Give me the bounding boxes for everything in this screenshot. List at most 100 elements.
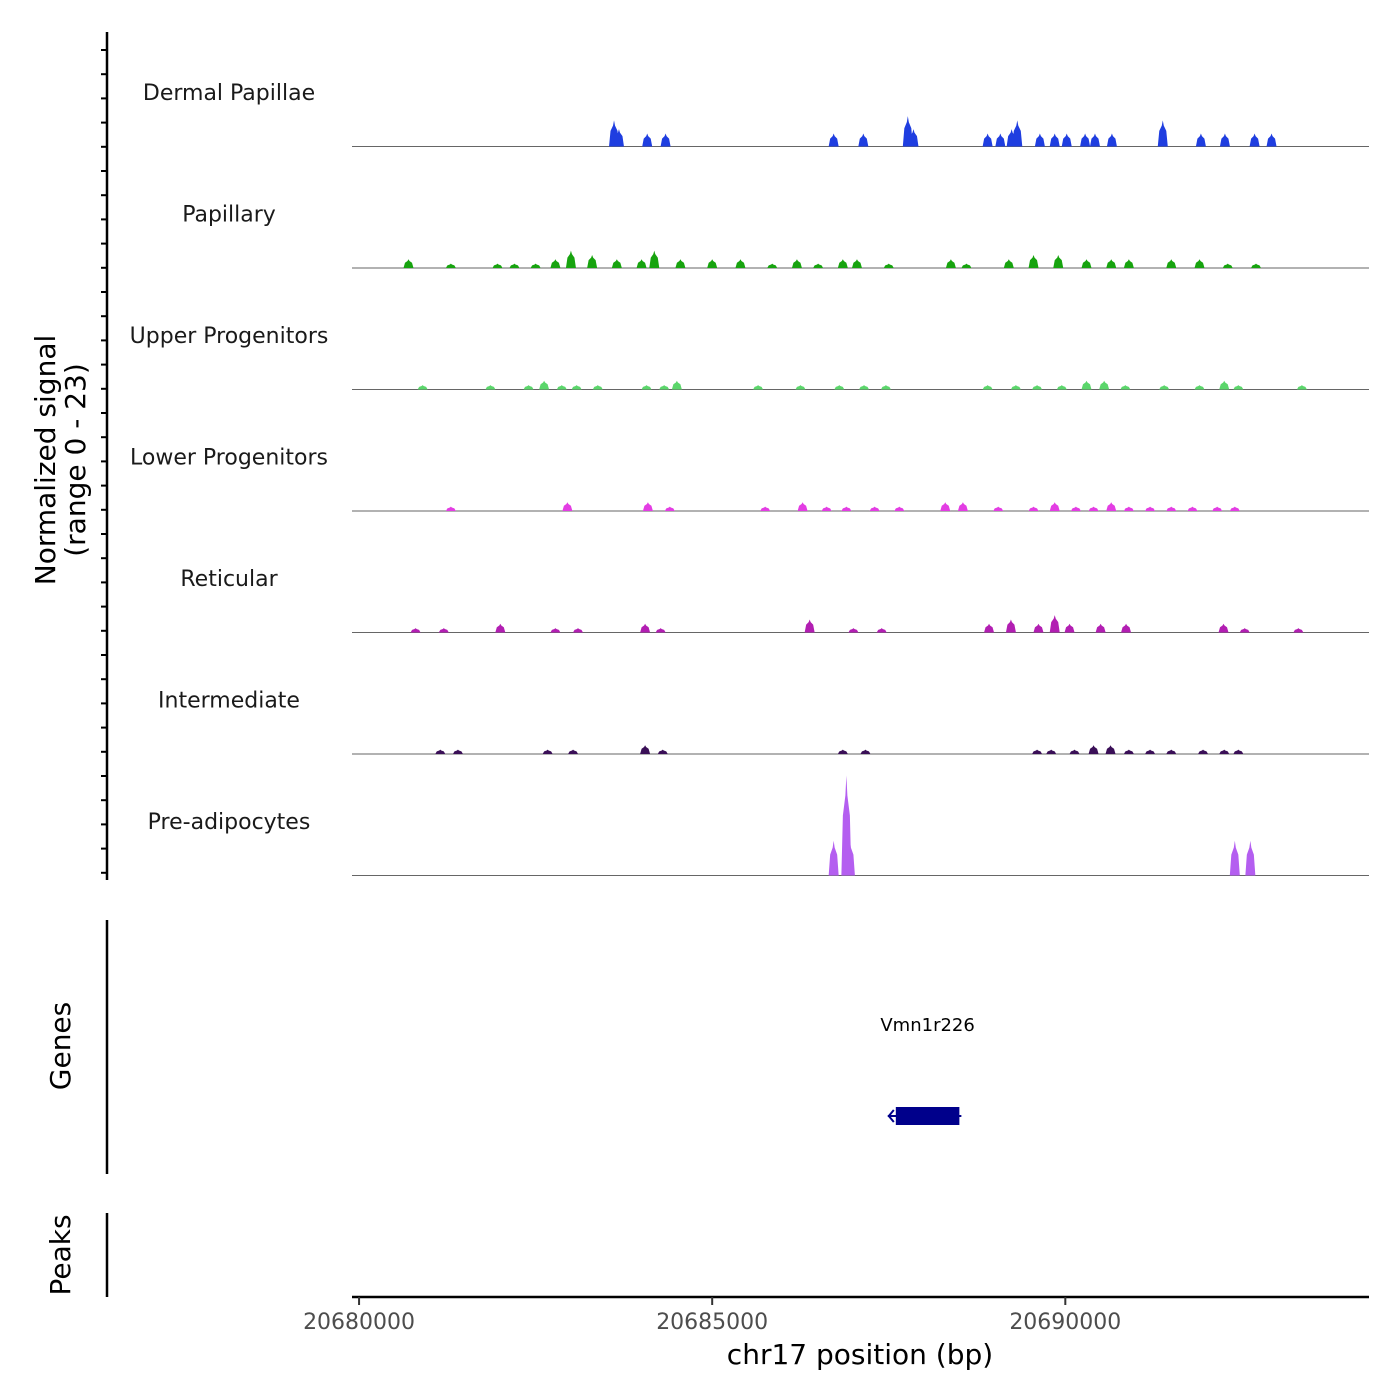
track-intermediate: Intermediate — [158, 689, 1369, 755]
signal-peak — [1106, 133, 1117, 147]
signal-peak — [1033, 623, 1044, 633]
signal-peak — [664, 506, 675, 511]
signal-peak — [982, 385, 993, 390]
track-label: Dermal Papillae — [143, 81, 315, 106]
signal-peak — [837, 259, 848, 268]
gene-annotations: Vmn1r226 — [880, 1015, 975, 1125]
track-label: Intermediate — [158, 689, 300, 714]
signal-tracks: Dermal Papillae Papillary Upper Progenitor… — [130, 81, 1369, 876]
signal-peak — [1032, 385, 1043, 390]
signal-peak — [565, 250, 576, 268]
signal-peak — [1106, 502, 1117, 511]
track-label: Upper Progenitors — [130, 324, 329, 349]
signal-peak — [1005, 619, 1016, 633]
signal-peak — [1123, 506, 1134, 511]
signal-peak — [982, 133, 993, 147]
signal-peak — [1266, 133, 1277, 147]
signal-peak — [859, 385, 870, 390]
signal-peak — [417, 385, 428, 390]
signal-peak — [562, 502, 573, 511]
signal-peak — [945, 259, 956, 268]
signal-peak — [452, 749, 463, 754]
signal-peak — [592, 385, 603, 390]
signal-peak — [1089, 133, 1100, 147]
signal-peak — [804, 619, 815, 633]
signal-peak — [573, 628, 583, 633]
signal-peak — [1088, 506, 1099, 511]
gene-body — [895, 1107, 960, 1125]
x-tick-label: 20680000 — [303, 1310, 415, 1335]
signal-peak — [1049, 615, 1060, 633]
signal-peak — [1145, 506, 1156, 511]
signal-peak — [1010, 385, 1021, 390]
signal-peak — [795, 385, 806, 390]
gene-strand-arrow — [887, 1109, 895, 1123]
x-tick-label: 20685000 — [656, 1310, 768, 1335]
signal-peak — [860, 749, 871, 754]
signal-peak — [655, 628, 666, 633]
signal-peak — [791, 259, 802, 268]
signal-peak — [445, 263, 456, 268]
signal-peak — [550, 259, 561, 268]
signal-peak — [961, 263, 972, 268]
signal-peak — [640, 745, 651, 754]
signal-peak — [1049, 133, 1060, 147]
signal-peak — [1233, 385, 1244, 390]
signal-peak — [957, 502, 968, 511]
signal-peak — [1121, 623, 1132, 633]
signal-peak — [894, 506, 905, 511]
signal-peak — [613, 129, 624, 147]
signal-peak — [1229, 840, 1240, 876]
signal-peak — [834, 385, 845, 390]
signal-peak — [940, 502, 951, 511]
signal-peak — [1123, 259, 1134, 268]
signal-peak — [675, 259, 686, 268]
signal-peak — [1028, 254, 1039, 268]
signal-peak — [438, 628, 449, 633]
signal-peak — [1219, 380, 1230, 390]
signal-y-axis-ticks — [101, 49, 107, 874]
signal-peak — [550, 628, 561, 633]
signal-peak — [984, 623, 995, 633]
signal-peak — [1105, 745, 1116, 754]
signal-peak — [908, 129, 919, 147]
signal-peak — [851, 259, 862, 268]
signal-peak — [495, 623, 506, 633]
signal-peak — [1003, 259, 1014, 268]
signal-peak — [403, 259, 414, 268]
signal-peak — [1245, 840, 1256, 876]
signal-peak — [611, 259, 622, 268]
signal-peak — [880, 385, 891, 390]
x-axis-title: chr17 position (bp) — [727, 1338, 993, 1371]
signal-peak — [1218, 623, 1229, 633]
signal-peak — [1056, 385, 1067, 390]
signal-peak — [660, 133, 671, 147]
signal-peak — [1219, 133, 1230, 147]
signal-peak — [485, 385, 496, 390]
track-label: Lower Progenitors — [130, 446, 328, 471]
signal-peak — [640, 623, 651, 633]
signal-peak — [837, 749, 848, 754]
signal-peak — [844, 840, 855, 876]
signal-peak — [1049, 502, 1060, 511]
signal-peak — [1046, 749, 1057, 754]
signal-peak — [841, 506, 852, 511]
track-upper-progenitors: Upper Progenitors — [130, 324, 1369, 390]
signal-peak — [767, 263, 778, 268]
signal-peak — [1229, 506, 1240, 511]
signal-peak — [657, 749, 668, 754]
signal-peak — [1296, 385, 1307, 390]
signal-peak — [828, 840, 839, 876]
signal-peak — [869, 506, 880, 511]
signal-peak — [1187, 506, 1198, 511]
signal-peak — [1099, 380, 1110, 390]
signal-peak — [642, 502, 653, 511]
signal-peak — [509, 263, 520, 268]
signal-peak — [828, 133, 839, 147]
signal-peak — [993, 506, 1004, 511]
signal-peak — [1053, 254, 1064, 268]
signal-peak — [1166, 259, 1177, 268]
signal-peak — [435, 749, 446, 754]
signal-peak — [642, 133, 653, 147]
